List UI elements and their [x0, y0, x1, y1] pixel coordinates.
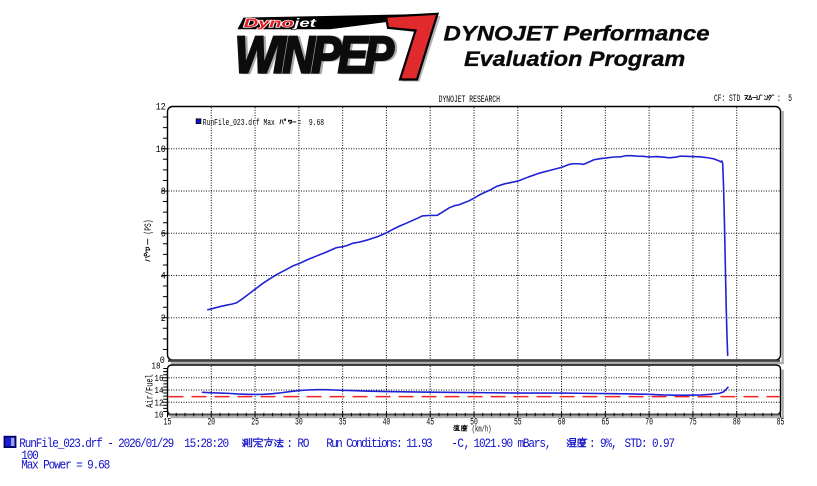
svg-text:2: 2 — [161, 312, 166, 324]
svg-text:WINPEP: WINPEP — [235, 26, 395, 84]
svg-text:jet: jet — [292, 17, 317, 30]
svg-text:55: 55 — [514, 416, 522, 428]
svg-text:14: 14 — [154, 385, 163, 396]
svg-text:16: 16 — [154, 373, 163, 384]
svg-text:40: 40 — [383, 416, 391, 428]
svg-text:10: 10 — [156, 143, 166, 155]
svg-text:60: 60 — [558, 416, 566, 428]
svg-text:Max Power = 9.68: Max Power = 9.68 — [21, 458, 110, 473]
svg-text:4: 4 — [161, 270, 166, 282]
svg-text:80: 80 — [733, 416, 741, 428]
svg-text:8: 8 — [161, 185, 166, 197]
svg-text:Dyno: Dyno — [244, 17, 294, 30]
svg-text:RunFile_023.drf Max: RunFile_023.drf Max — [203, 119, 275, 128]
svg-text:CF: STD: CF: STD — [714, 92, 740, 104]
svg-text:45: 45 — [426, 416, 434, 428]
svg-text:0: 0 — [160, 354, 165, 366]
svg-text:6: 6 — [161, 228, 166, 240]
svg-text:50: 50 — [470, 416, 478, 428]
svg-text:Dyno: Dyno — [244, 17, 294, 30]
svg-text:25: 25 — [251, 416, 259, 428]
svg-text:20: 20 — [207, 416, 215, 428]
svg-text:DYNOJET Performance: DYNOJET Performance — [444, 21, 710, 46]
svg-text:75: 75 — [689, 416, 697, 428]
svg-text:18: 18 — [151, 361, 160, 372]
svg-text:70: 70 — [645, 416, 653, 428]
svg-text:= 9.68: = 9.68 — [298, 119, 325, 128]
svg-text:1021.90 mBars,: 1021.90 mBars, — [474, 436, 551, 451]
svg-text:-C,: -C, — [451, 436, 470, 451]
svg-text:: 9%,: : 9%, — [589, 436, 616, 451]
svg-text:(PS): (PS) — [143, 220, 155, 235]
svg-text:: RO: : RO — [286, 436, 309, 451]
svg-text:(km/h): (km/h) — [472, 425, 492, 435]
svg-text:DYNOJET RESEARCH: DYNOJET RESEARCH — [439, 94, 500, 106]
svg-text:15: 15 — [164, 416, 172, 428]
svg-text:12: 12 — [156, 101, 166, 113]
svg-text:10: 10 — [154, 410, 163, 421]
svg-text:30: 30 — [295, 416, 303, 428]
svg-text:Evaluation Program: Evaluation Program — [464, 47, 685, 71]
svg-text:12: 12 — [154, 398, 163, 409]
svg-text:: 5: : 5 — [777, 92, 792, 104]
svg-text:100: 100 — [21, 448, 38, 463]
svg-text:35: 35 — [339, 416, 347, 428]
svg-text:85: 85 — [777, 416, 785, 428]
svg-text:STD: 0.97: STD: 0.97 — [625, 436, 675, 451]
svg-text:Air/Fuel: Air/Fuel — [144, 374, 156, 408]
svg-text:WINPEP: WINPEP — [237, 27, 397, 85]
svg-text:Run Conditions: 11.93: Run Conditions: 11.93 — [326, 436, 432, 451]
svg-text:RunFile_023.drf - 2026/01/29: RunFile_023.drf - 2026/01/29 15:28:20 — [19, 436, 229, 451]
svg-text:65: 65 — [602, 416, 610, 428]
